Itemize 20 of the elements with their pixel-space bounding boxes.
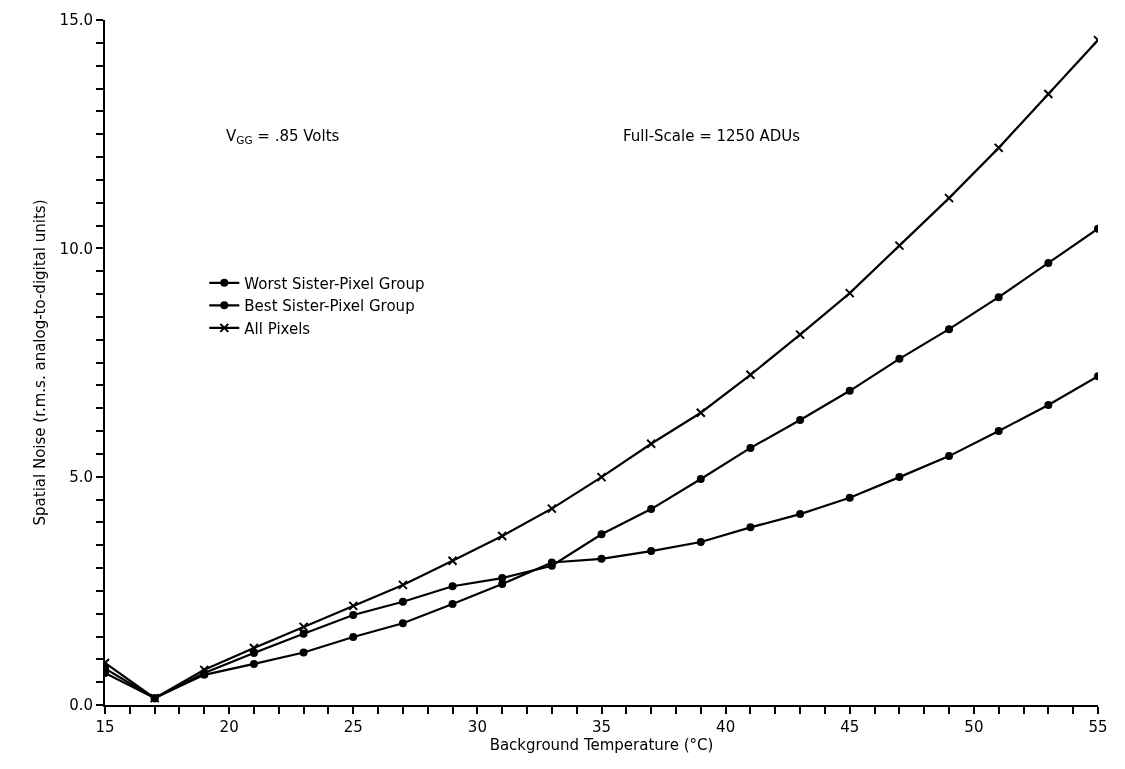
x-axis-title: Background Temperature (°C) — [489, 736, 714, 754]
y-tick-label: 0.0 — [69, 696, 93, 715]
x-tick-label: 45 — [840, 718, 860, 736]
annotation: V$_{GG}$ = .85 Volts — [226, 127, 340, 147]
y-tick-label: 10.0 — [59, 239, 93, 258]
x-tick-label: 15 — [95, 718, 115, 736]
x-tick-label: 55 — [1088, 718, 1108, 736]
x-tick-label: 35 — [591, 718, 612, 736]
legend-label: Best Sister-Pixel Group — [244, 297, 415, 316]
y-tick-label: 15.0 — [59, 11, 93, 30]
x-tick-label: 40 — [716, 718, 736, 736]
y-tick-label: 5.0 — [69, 467, 93, 486]
x-tick-label: 20 — [219, 718, 239, 736]
x-tick-label: 50 — [964, 718, 984, 736]
x-tick-label: 25 — [343, 718, 363, 736]
y-axis-title: Spatial Noise (r.m.s. analog-to-digital units) — [31, 199, 50, 526]
legend-label: All Pixels — [244, 319, 311, 338]
x-tick-label: 30 — [467, 718, 487, 736]
legend-label: Worst Sister-Pixel Group — [244, 274, 425, 293]
annotation: Full-Scale = 1250 ADUs — [623, 127, 801, 145]
